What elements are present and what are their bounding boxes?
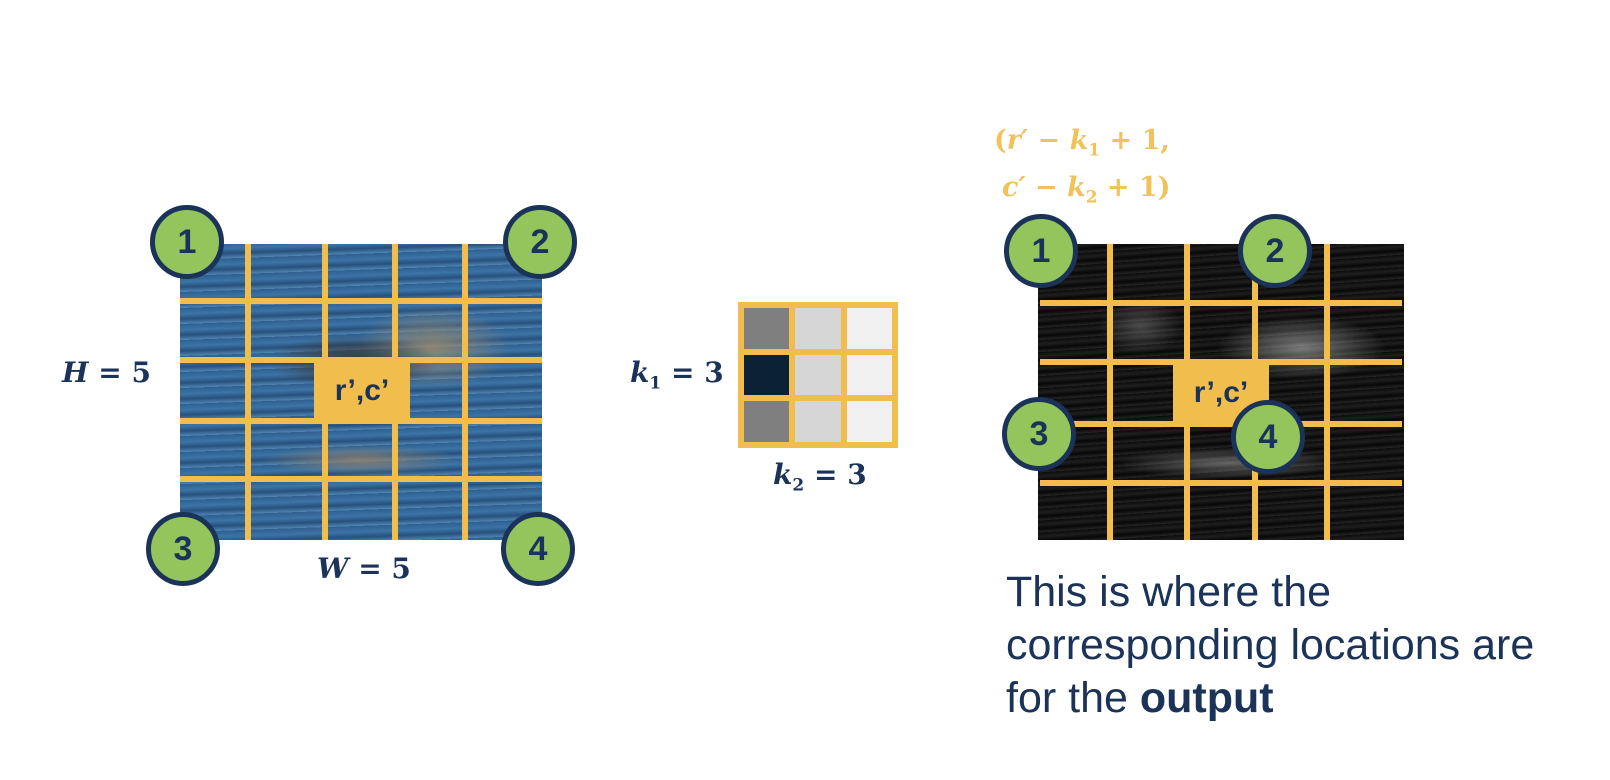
grid-line	[1040, 300, 1402, 306]
kernel-cell	[795, 401, 841, 442]
corner-badge-2: 2	[1238, 214, 1312, 288]
width-label: W = 5	[317, 552, 411, 585]
kernel-grid	[738, 302, 898, 448]
kernel-cell	[795, 308, 841, 349]
formula-line-2: c′ − k2 + 1)	[1002, 172, 1171, 208]
k1-label: k1 = 3	[630, 356, 724, 394]
k2-label: k2 = 3	[773, 458, 867, 496]
corner-badge-3: 3	[1002, 397, 1076, 471]
grid-line	[245, 244, 251, 540]
caption-emphasis: output	[1139, 674, 1274, 722]
corner-badge-2: 2	[503, 205, 577, 279]
kernel-cell	[846, 308, 892, 349]
kernel-cell	[846, 354, 892, 396]
output-coordinate-formula: (r′ − k1 + 1, c′ − k2 + 1)	[994, 122, 1171, 217]
kernel-cell	[744, 354, 790, 396]
corner-badge-4: 4	[1231, 400, 1305, 474]
caption-text: This is where the corresponding location…	[1006, 568, 1535, 722]
center-pixel-label: r’,c’	[314, 360, 410, 422]
kernel-cell	[744, 401, 790, 442]
corner-badge-1: 1	[150, 205, 224, 279]
corner-badge-3: 3	[146, 512, 220, 586]
grid-line	[1040, 421, 1402, 427]
kernel-cell	[846, 401, 892, 442]
grid-line	[180, 476, 542, 482]
grid-line	[180, 298, 542, 304]
height-label: H = 5	[62, 356, 151, 389]
grid-line	[1324, 244, 1330, 540]
corner-badge-1: 1	[1004, 214, 1078, 288]
kernel-cell	[795, 354, 841, 396]
grid-line	[462, 244, 468, 540]
corner-badge-4: 4	[501, 512, 575, 586]
kernel-cell	[744, 308, 790, 349]
grid-line	[1040, 480, 1402, 486]
grid-line	[1107, 244, 1113, 540]
formula-line-1: (r′ − k1 + 1,	[994, 125, 1170, 161]
